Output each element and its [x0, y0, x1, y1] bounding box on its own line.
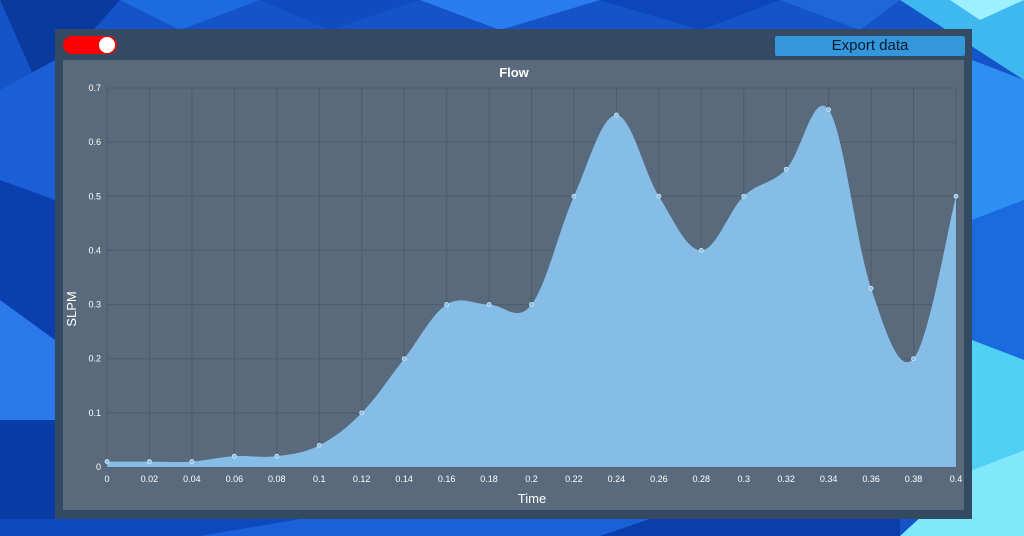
export-data-button[interactable]: Export data [775, 36, 965, 56]
data-point [868, 285, 874, 291]
x-tick-label: 0.36 [862, 474, 880, 484]
y-axis-ticks: 0 0.1 0.2 0.3 0.4 0.5 0.6 0.7 [88, 83, 101, 472]
x-tick-label: 0.16 [438, 474, 456, 484]
x-tick-label: 0.06 [226, 474, 244, 484]
x-tick-label: 0.02 [141, 474, 159, 484]
y-tick-label: 0.7 [88, 83, 101, 93]
y-tick-label: 0 [96, 462, 101, 472]
y-tick-label: 0.3 [88, 300, 101, 310]
data-point [783, 166, 789, 172]
y-tick-label: 0.5 [88, 191, 101, 201]
x-tick-label: 0 [104, 474, 109, 484]
flow-panel: Export data 0 0.02 0.04 0.06 0.08 0.1 0.12 0.14… [55, 29, 972, 519]
x-tick-label: 0.08 [268, 474, 286, 484]
data-point [741, 193, 747, 199]
data-point [359, 410, 365, 416]
data-point [953, 193, 959, 199]
x-tick-label: 0.18 [480, 474, 498, 484]
x-axis-ticks: 0 0.02 0.04 0.06 0.08 0.1 0.12 0.14 0.16 0.18 0.2 0… [104, 474, 962, 484]
x-axis-label: Time [518, 491, 546, 506]
data-point [104, 459, 110, 464]
x-tick-label: 0.4 [950, 474, 963, 484]
flow-area [107, 105, 956, 467]
toggle-knob [99, 37, 115, 53]
x-tick-label: 0.34 [820, 474, 838, 484]
data-point [231, 453, 237, 459]
data-point [571, 193, 577, 199]
data-point [444, 302, 450, 307]
y-tick-label: 0.6 [88, 137, 101, 147]
flow-chart: 0 0.02 0.04 0.06 0.08 0.1 0.12 0.14 0.16 0.18 0.2 0… [63, 60, 964, 510]
data-point [911, 356, 916, 362]
data-point [401, 356, 407, 362]
x-tick-label: 0.24 [608, 474, 626, 484]
data-point [826, 107, 832, 113]
x-tick-label: 0.3 [737, 474, 750, 484]
x-tick-label: 0.38 [905, 474, 923, 484]
x-tick-label: 0.14 [395, 474, 413, 484]
data-point [698, 248, 704, 253]
x-tick-label: 0.28 [693, 474, 711, 484]
y-tick-label: 0.1 [88, 408, 101, 418]
data-points [104, 107, 959, 464]
y-tick-label: 0.2 [88, 354, 101, 364]
data-point [529, 302, 534, 307]
x-tick-label: 0.12 [353, 474, 371, 484]
data-point [316, 442, 322, 448]
x-tick-label: 0.22 [565, 474, 583, 484]
y-axis-label: SLPM [64, 291, 79, 326]
x-tick-label: 0.32 [777, 474, 795, 484]
recording-toggle[interactable] [63, 36, 117, 54]
chart-title: Flow [499, 65, 529, 80]
y-tick-label: 0.4 [88, 245, 101, 255]
x-tick-label: 0.1 [313, 474, 326, 484]
data-point [274, 453, 280, 459]
data-point [189, 459, 195, 464]
x-tick-label: 0.04 [183, 474, 201, 484]
flow-chart-svg: 0 0.02 0.04 0.06 0.08 0.1 0.12 0.14 0.16 0.18 0.2 0… [64, 65, 962, 506]
data-point [147, 459, 152, 464]
x-tick-label: 0.2 [525, 474, 538, 484]
data-point [486, 302, 492, 307]
data-point [614, 112, 619, 118]
data-point [656, 193, 662, 199]
x-tick-label: 0.26 [650, 474, 668, 484]
